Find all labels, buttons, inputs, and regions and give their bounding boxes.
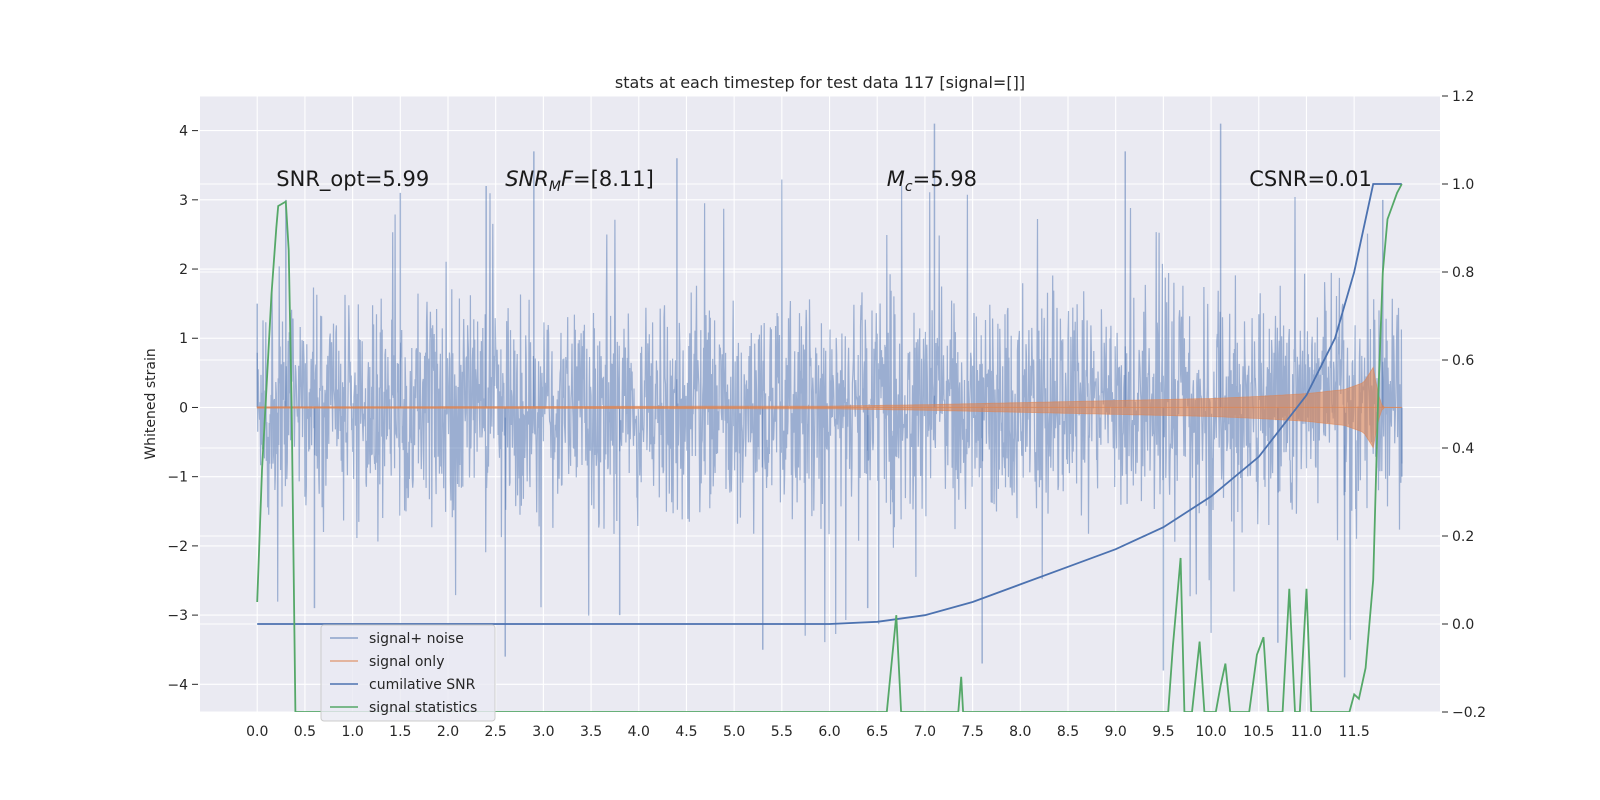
series-clip (256, 123, 1403, 712)
y-tick-label: −1 (167, 470, 188, 486)
series-signal-statistics-line (256, 183, 1403, 712)
x-tick-label: 5.0 (723, 724, 745, 740)
x-tick-label: 4.5 (675, 724, 697, 740)
series-layer (256, 123, 1403, 712)
y-axis: 4 3 2 1 0 −1 −2 −3 −4 (167, 124, 198, 693)
y-tick-label: −2 (167, 539, 188, 555)
x-tick-label: 3.0 (532, 724, 554, 740)
x-tick-label: 6.0 (818, 724, 840, 740)
y-tick-label: −4 (167, 677, 188, 693)
annotation: Mc=5.98 (887, 167, 977, 195)
x-tick-label: 3.5 (580, 724, 602, 740)
legend-label-signal-statistics: signal statistics (369, 700, 477, 716)
x-tick-label: 1.5 (389, 724, 411, 740)
legend-box (320, 624, 496, 722)
x-tick-label: 10.5 (1243, 724, 1274, 740)
y2-tick-label: 0.6 (1452, 353, 1474, 369)
annotation: SNRMF=[8.11] (505, 167, 654, 195)
x-tick-label: 2.0 (437, 724, 459, 740)
x-tick-label: 10.0 (1195, 724, 1226, 740)
y-tick-label: 0 (179, 400, 188, 416)
x-tick-label: 0.5 (294, 724, 316, 740)
x-tick-label: 9.5 (1152, 724, 1174, 740)
y-tick-label: −3 (167, 608, 188, 624)
x-tick-label: 6.5 (866, 724, 888, 740)
x-tick-label: 2.5 (485, 724, 507, 740)
x-axis: 0.0 0.5 1.0 1.5 2.0 2.5 3.0 3.5 4.0 4.5 5.0 5.5 6.0 6… (246, 724, 1370, 740)
x-tick-label: 11.0 (1291, 724, 1322, 740)
legend-label-signal-noise: signal+ noise (369, 631, 464, 647)
y2-tick-label: 1.2 (1452, 89, 1474, 105)
y2-axis: 1.2 1.0 0.8 0.6 0.4 0.2 0.0 −0.2 (1442, 89, 1486, 721)
x-tick-label: 11.5 (1339, 724, 1370, 740)
x-tick-label: 9.0 (1105, 724, 1127, 740)
x-tick-label: 8.5 (1057, 724, 1079, 740)
y2-tick-label: 0.4 (1452, 441, 1474, 457)
x-tick-label: 4.0 (628, 724, 650, 740)
y2-tick-label: 0.8 (1452, 265, 1474, 281)
legend: signal+ noise signal only cumilative SNR… (320, 624, 496, 722)
y-tick-label: 1 (179, 331, 188, 347)
y2-tick-label: 0.0 (1452, 617, 1474, 633)
annotation: SNR_opt=5.99 (276, 167, 429, 192)
x-tick-label: 7.5 (961, 724, 983, 740)
annotation: CSNR=0.01 (1249, 167, 1372, 191)
annotations: SNR_opt=5.99 SNRMF=[8.11] Mc=5.98 CSNR=0.01 (276, 167, 1372, 195)
legend-label-signal-only: signal only (369, 654, 444, 670)
x-tick-label: 1.0 (341, 724, 363, 740)
y2-tick-label: −0.2 (1452, 705, 1486, 721)
chart-title: stats at each timestep for test data 117… (615, 73, 1025, 92)
y-tick-label: 2 (179, 262, 188, 278)
series-cumilative-snr-line (257, 183, 1402, 625)
y-tick-label: 4 (179, 124, 188, 140)
y2-tick-label: 0.2 (1452, 529, 1474, 545)
x-tick-label: 5.5 (771, 724, 793, 740)
y-tick-label: 3 (179, 193, 188, 209)
x-tick-label: 8.0 (1009, 724, 1031, 740)
x-tick-label: 7.0 (914, 724, 936, 740)
y-axis-label: Whitened strain (143, 348, 159, 459)
x-tick-label: 0.0 (246, 724, 268, 740)
y2-tick-label: 1.0 (1452, 177, 1474, 193)
legend-label-cumilative-snr: cumilative SNR (369, 677, 476, 693)
series-signal-noise-line (256, 179, 1403, 643)
